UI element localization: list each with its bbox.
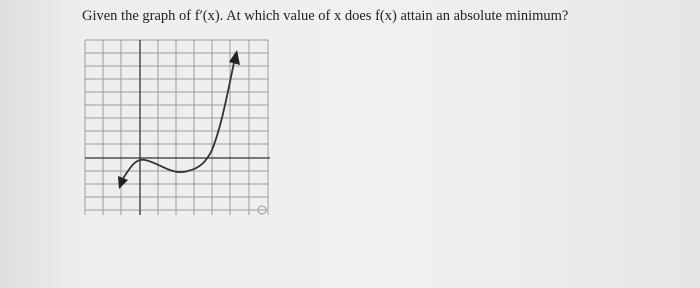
right-arrow: [229, 50, 240, 65]
axes: [85, 40, 270, 215]
zoom-icon[interactable]: [257, 205, 267, 215]
left-arrow: [118, 176, 128, 189]
question-text: Given the graph of f′(x). At which value…: [82, 8, 569, 24]
derivative-curve: [121, 57, 236, 181]
grid: [84, 39, 269, 215]
